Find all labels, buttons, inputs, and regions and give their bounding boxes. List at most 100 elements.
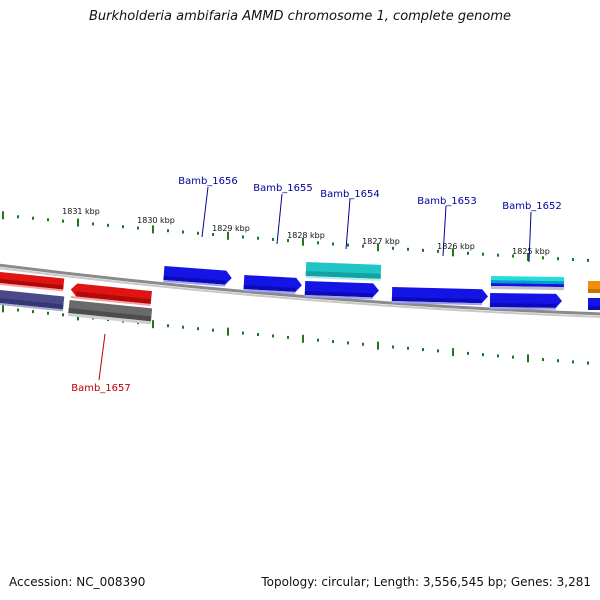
- inner-minor-tick: [557, 359, 559, 363]
- inner-major-tick: [152, 320, 154, 329]
- outer-minor-tick: [557, 257, 559, 261]
- outer-minor-tick: [392, 246, 394, 250]
- outer-minor-tick: [317, 241, 319, 245]
- feature-right-orange[interactable]: [588, 281, 600, 293]
- inner-minor-tick: [362, 342, 364, 346]
- inner-minor-tick: [272, 334, 274, 338]
- outer-minor-tick: [47, 218, 49, 222]
- gene-bamb-1655-arrow[interactable]: [243, 275, 302, 294]
- gene-bamb-1656-arrow[interactable]: [163, 266, 232, 287]
- leader-bamb-1657: [98, 333, 106, 381]
- label-bamb-1656[interactable]: Bamb_1656: [178, 176, 238, 187]
- chromosome-backbone: [0, 263, 600, 316]
- scale-label-1825: 1825 kbp: [512, 247, 550, 256]
- gene-bamb-1653-arrow[interactable]: [391, 287, 488, 306]
- inner-minor-tick: [407, 346, 409, 350]
- inner-minor-tick: [512, 355, 514, 359]
- outer-major-tick: [152, 225, 154, 234]
- feature-left-red-upper[interactable]: [0, 271, 65, 292]
- outer-minor-tick: [422, 248, 424, 252]
- inner-minor-tick: [287, 335, 289, 339]
- scale-label-1827: 1827 kbp: [362, 237, 400, 246]
- outer-minor-tick: [212, 233, 214, 237]
- outer-major-tick: [2, 211, 4, 220]
- outer-tick-ring: [2, 211, 589, 262]
- inner-minor-tick: [422, 348, 424, 352]
- feature-right-blue[interactable]: [588, 298, 600, 310]
- inner-minor-tick: [257, 333, 259, 337]
- outer-minor-tick: [32, 216, 34, 220]
- inner-minor-tick: [347, 341, 349, 345]
- outer-minor-tick: [572, 258, 574, 262]
- inner-minor-tick: [482, 353, 484, 357]
- outer-minor-tick: [92, 222, 94, 226]
- outer-minor-tick: [467, 251, 469, 255]
- inner-minor-tick: [47, 311, 49, 315]
- gene-bamb-1657-arrow[interactable]: [70, 283, 152, 307]
- inner-minor-tick: [197, 327, 199, 331]
- feature-left-slate-lower[interactable]: [0, 289, 65, 312]
- gene-bamb-1654-feature[interactable]: [305, 262, 382, 281]
- outer-major-tick: [77, 218, 79, 227]
- inner-minor-tick: [17, 308, 19, 312]
- outer-minor-tick: [257, 236, 259, 240]
- outer-minor-tick: [17, 215, 19, 219]
- inner-minor-tick: [62, 313, 64, 317]
- outer-minor-tick: [272, 237, 274, 241]
- outer-major-tick: [377, 243, 379, 252]
- gene-bamb-1652-feature[interactable]: [490, 276, 565, 291]
- outer-minor-tick: [167, 229, 169, 233]
- inner-major-tick: [2, 304, 4, 313]
- inner-minor-tick: [332, 340, 334, 344]
- backbone-shadow: [0, 267, 600, 318]
- inner-major-tick: [527, 354, 529, 363]
- outer-minor-tick: [437, 249, 439, 253]
- label-bamb-1657[interactable]: Bamb_1657: [71, 383, 131, 394]
- leader-bamb-1654: [345, 198, 351, 250]
- inner-minor-tick: [572, 360, 574, 364]
- inner-major-tick: [227, 327, 229, 336]
- outer-major-tick: [302, 237, 304, 246]
- accession-text: Accession: NC_008390: [9, 575, 146, 589]
- outer-minor-tick: [542, 256, 544, 260]
- inner-minor-tick: [182, 325, 184, 329]
- leader-bamb-1656: [201, 186, 209, 238]
- inner-minor-tick: [587, 361, 589, 365]
- inner-minor-tick: [542, 358, 544, 362]
- leader-bamb-1652: [528, 211, 532, 263]
- outer-minor-tick: [287, 239, 289, 243]
- feature-grey-reverse[interactable]: [67, 300, 153, 325]
- inner-minor-tick: [437, 349, 439, 353]
- outer-minor-tick: [347, 243, 349, 247]
- outer-minor-tick: [197, 231, 199, 235]
- inner-major-tick: [302, 334, 304, 343]
- scale-label-1831: 1831 kbp: [62, 207, 100, 216]
- outer-minor-tick: [497, 253, 499, 257]
- outer-minor-tick: [242, 235, 244, 239]
- scale-label-1830: 1830 kbp: [137, 216, 175, 225]
- inner-minor-tick: [32, 310, 34, 314]
- inner-minor-tick: [212, 328, 214, 332]
- outer-minor-tick: [407, 247, 409, 251]
- gene-bamb-1654-arrow[interactable]: [304, 281, 380, 300]
- label-bamb-1653[interactable]: Bamb_1653: [417, 196, 477, 207]
- scale-label-1826: 1826 kbp: [437, 242, 475, 251]
- outer-minor-tick: [362, 244, 364, 248]
- outer-minor-tick: [482, 252, 484, 256]
- outer-minor-tick: [137, 226, 139, 230]
- genome-summary-text: Topology: circular; Length: 3,556,545 bp…: [261, 575, 591, 589]
- scale-label-1829: 1829 kbp: [212, 224, 250, 233]
- outer-major-tick: [227, 231, 229, 240]
- label-bamb-1655[interactable]: Bamb_1655: [253, 183, 313, 194]
- leader-bamb-1653: [442, 205, 447, 257]
- inner-minor-tick: [467, 351, 469, 355]
- label-bamb-1652[interactable]: Bamb_1652: [502, 201, 562, 212]
- label-bamb-1654[interactable]: Bamb_1654: [320, 189, 380, 200]
- outer-minor-tick: [332, 242, 334, 246]
- outer-major-tick: [452, 248, 454, 257]
- gene-bamb-1652-arrow[interactable]: [489, 293, 562, 310]
- outer-minor-tick: [107, 223, 109, 227]
- inner-major-tick: [452, 348, 454, 357]
- outer-major-tick: [527, 252, 529, 261]
